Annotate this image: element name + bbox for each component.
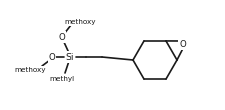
Text: Si: Si [65, 52, 74, 61]
Text: methoxy: methoxy [14, 67, 45, 73]
Text: methoxy: methoxy [64, 19, 95, 25]
Text: O: O [48, 52, 55, 61]
Text: O: O [58, 32, 65, 41]
Text: O: O [179, 39, 185, 49]
Text: methyl: methyl [49, 76, 74, 82]
